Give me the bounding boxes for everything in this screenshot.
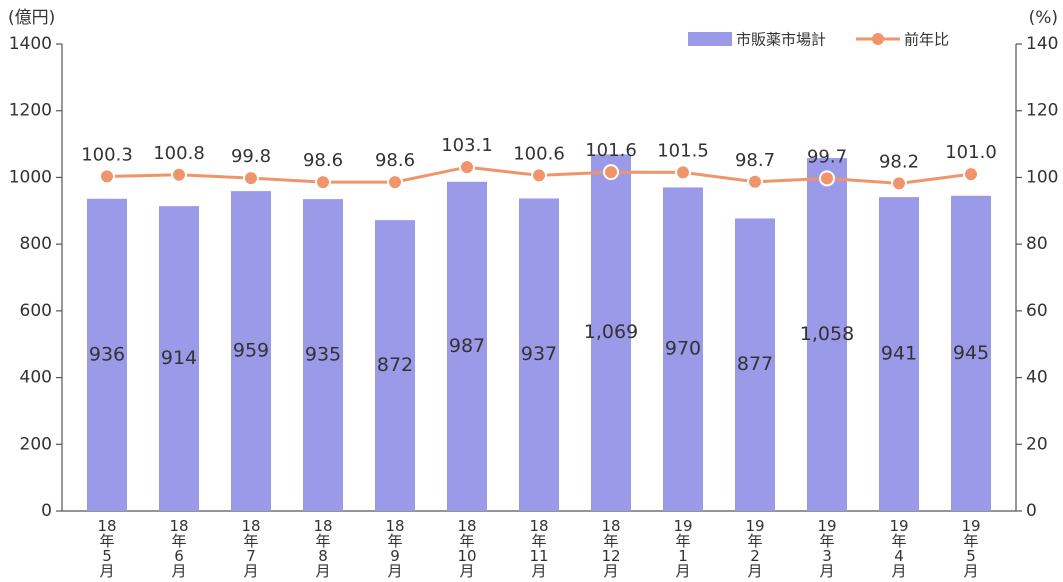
line-marker [171, 166, 187, 183]
bar [519, 198, 559, 511]
x-tick-label: 18 年 8 月 [313, 517, 332, 580]
y-tick-label: 800 [20, 234, 52, 254]
y2-tick-label: 140 [1026, 34, 1058, 54]
line-marker [315, 174, 331, 191]
line-marker [603, 164, 619, 181]
line-value-label: 103.1 [441, 135, 493, 156]
x-tick-label: 18 年 6 月 [169, 517, 188, 580]
line-value-label: 98.7 [735, 150, 775, 171]
bar [375, 220, 415, 511]
y-tick-label: 0 [41, 501, 52, 521]
bar [807, 158, 847, 511]
line-value-label: 101.6 [585, 140, 637, 161]
line-marker [387, 174, 403, 191]
bar-value-label: 987 [449, 335, 485, 357]
bar-value-label: 945 [953, 342, 989, 364]
x-tick-label: 18 年 5 月 [97, 517, 116, 580]
bar-value-label: 1,058 [800, 323, 854, 345]
line-value-label: 99.8 [231, 146, 271, 167]
bar [303, 199, 343, 511]
y-tick-label: 400 [20, 368, 52, 388]
line-value-label: 100.8 [153, 143, 205, 164]
line-value-label: 99.7 [807, 146, 847, 167]
line-value-label: 101.0 [945, 142, 997, 163]
y2-tick-label: 80 [1026, 234, 1048, 254]
y2-axis-label: (%) [1029, 8, 1058, 28]
bar [879, 197, 919, 511]
y-tick-label: 1400 [9, 34, 52, 54]
line-marker [99, 168, 115, 185]
x-tick-label: 19 年 3 月 [817, 517, 836, 580]
line-marker [459, 159, 475, 176]
line-value-label: 100.3 [81, 144, 133, 165]
bar [231, 191, 271, 512]
line-value-label: 100.6 [513, 143, 565, 164]
bar [447, 181, 487, 511]
bar-value-label: 877 [737, 353, 773, 375]
line-value-label: 98.6 [303, 150, 343, 171]
line-value-label: 98.6 [375, 150, 415, 171]
legend-swatch [688, 32, 732, 46]
bar [663, 187, 703, 511]
line-marker [243, 170, 259, 187]
line-marker [531, 167, 547, 184]
bar [87, 198, 127, 511]
line-value-label: 101.5 [657, 140, 709, 161]
line-value-label: 98.2 [879, 151, 919, 172]
bar-value-label: 872 [377, 354, 413, 376]
bar [951, 195, 991, 511]
bar-value-label: 935 [305, 344, 341, 366]
y2-tick-label: 20 [1026, 434, 1048, 454]
legend-swatch [872, 33, 885, 45]
bar [591, 154, 631, 511]
bar-value-label: 1,069 [584, 321, 638, 343]
line-marker [747, 173, 763, 190]
y-tick-label: 200 [20, 434, 52, 454]
y-tick-label: 1200 [9, 101, 52, 121]
x-tick-label: 18 年 12 月 [601, 517, 620, 580]
x-tick-label: 18 年 9 月 [385, 517, 404, 580]
bar [735, 218, 775, 511]
legend-label: 前年比 [904, 31, 949, 49]
line-marker [891, 175, 907, 192]
y2-tick-label: 120 [1026, 101, 1058, 121]
y2-tick-label: 0 [1026, 501, 1037, 521]
bar-value-label: 936 [89, 343, 125, 365]
bar-value-label: 914 [161, 347, 197, 369]
line-marker [675, 164, 691, 181]
y-axis-label: (億円) [8, 8, 55, 28]
y2-tick-label: 60 [1026, 301, 1048, 321]
line-marker [819, 170, 835, 187]
legend-label: 市販薬市場計 [736, 31, 826, 49]
x-tick-label: 18 年 11 月 [529, 517, 548, 580]
bar-value-label: 970 [665, 338, 701, 360]
bar [159, 206, 199, 511]
y-tick-label: 1000 [9, 167, 52, 187]
x-tick-label: 19 年 1 月 [673, 517, 692, 580]
y2-tick-label: 40 [1026, 368, 1048, 388]
y2-tick-label: 100 [1026, 167, 1058, 187]
x-tick-label: 19 年 5 月 [961, 517, 980, 580]
x-tick-label: 18 年 7 月 [241, 517, 260, 580]
x-tick-label: 19 年 2 月 [745, 517, 764, 580]
bar-value-label: 941 [881, 343, 917, 365]
bar-value-label: 937 [521, 343, 557, 365]
y-tick-label: 600 [20, 301, 52, 321]
x-tick-label: 18 年 10 月 [457, 517, 476, 580]
x-tick-label: 19 年 4 月 [889, 517, 908, 580]
bar-value-label: 959 [233, 340, 269, 362]
line-marker [963, 166, 979, 183]
